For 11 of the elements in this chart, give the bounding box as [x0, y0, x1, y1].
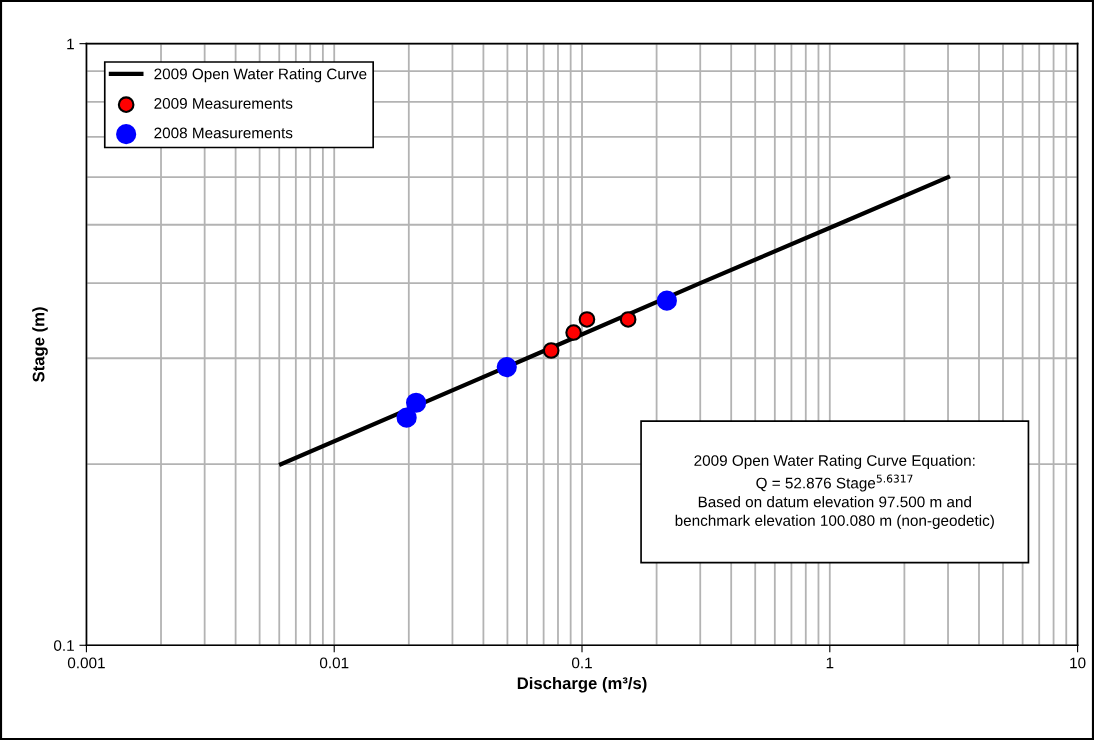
x-axis-title: Discharge (m³/s) [517, 676, 647, 693]
x-tick-label: 1 [826, 657, 834, 669]
y-axis-title: Stage (m) [32, 307, 48, 382]
legend-label: 2009 Open Water Rating Curve [154, 68, 367, 83]
x-tick-label: 0.1 [571, 657, 592, 669]
text: 2009 Open Water Rating Curve Equation: Q = 52.876 Stage$^{5.6317}$ Based on datum elevation 97.500 m and benchmark elevation 100.080 m (non-geodetic) [675, 454, 994, 529]
legend-label: 2009 Measurements [154, 98, 293, 109]
x-tick-label: 10 [1070, 657, 1086, 669]
x-tick-label: 0.001 [67, 657, 105, 669]
legend-label: 2008 Measurements [154, 127, 293, 139]
x-tick-label: 0.01 [319, 657, 349, 669]
